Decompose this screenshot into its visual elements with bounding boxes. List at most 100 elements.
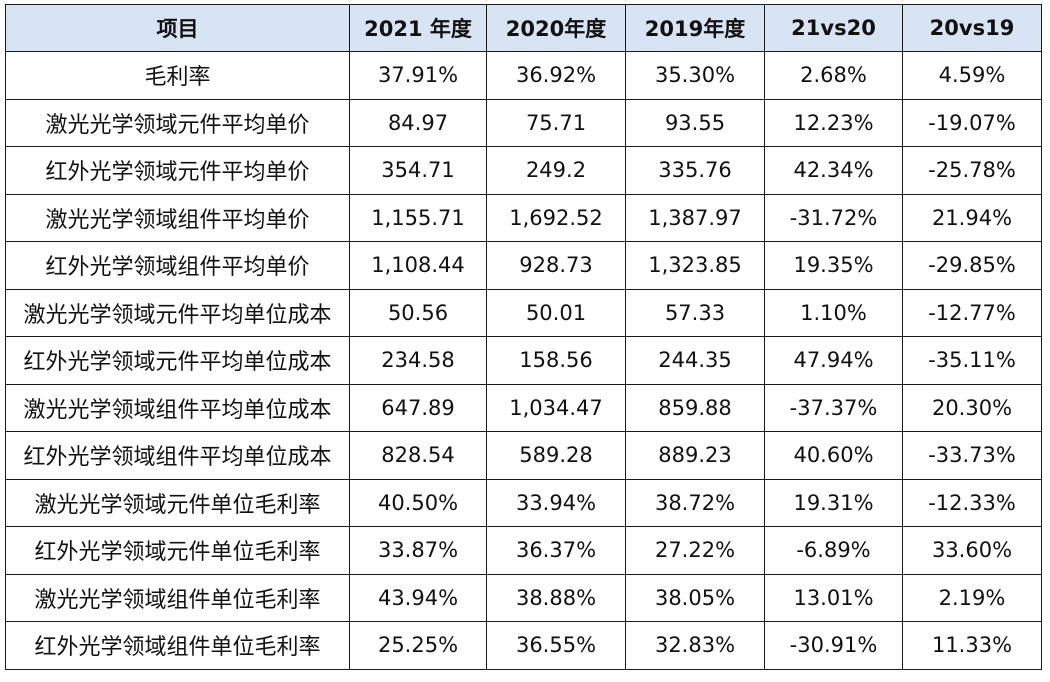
value-2021: 84.97 [349,98,487,147]
value-2021: 50.56 [349,288,487,337]
table-container: 项目 2021 年度 2020年度 2019年度 21vs20 20vs19 毛… [5,4,1042,670]
change-20vs19: -33.73% [902,431,1042,480]
value-2020: 928.73 [486,241,626,290]
value-2021: 828.54 [349,431,487,480]
row-label: 红外光学领域元件平均单价 [5,146,350,195]
value-2019: 35.30% [625,51,765,100]
value-2019: 889.23 [625,431,765,480]
value-2020: 36.37% [486,526,626,575]
value-2019: 57.33 [625,288,765,337]
value-2020: 36.92% [486,51,626,100]
table-row: 红外光学领域元件平均单位成本 234.58 158.56 244.35 47.94% -3… [5,336,1042,385]
value-2019: 335.76 [625,146,765,195]
change-21vs20: 19.31% [764,478,903,527]
value-2019: 27.22% [625,526,765,575]
value-2021: 43.94% [349,573,487,622]
table-row: 红外光学领域元件平均单价 354.71 249.2 335.76 42.34% -25.7… [5,146,1042,195]
change-20vs19: -35.11% [902,336,1042,385]
value-2019: 244.35 [625,336,765,385]
change-21vs20: 12.23% [764,98,903,147]
header-20vs19: 20vs19 [902,4,1042,52]
table-row: 红外光学领域组件平均单位成本 828.54 589.28 889.23 40.60% -3… [5,431,1042,480]
change-20vs19: 21.94% [902,193,1042,242]
change-21vs20: 40.60% [764,431,903,480]
value-2021: 37.91% [349,51,487,100]
change-21vs20: -30.91% [764,621,903,670]
table-row: 激光光学领域元件平均单位成本 50.56 50.01 57.33 1.10% -12.77… [5,288,1042,337]
table-row: 红外光学领域元件单位毛利率 33.87% 36.37% 27.22% -6.89% 33.… [5,526,1042,575]
change-21vs20: -6.89% [764,526,903,575]
row-label: 红外光学领域组件单位毛利率 [5,621,350,670]
change-20vs19: -19.07% [902,98,1042,147]
value-2020: 50.01 [486,288,626,337]
change-21vs20: 47.94% [764,336,903,385]
value-2021: 25.25% [349,621,487,670]
row-label: 激光光学领域组件单位毛利率 [5,573,350,622]
value-2020: 38.88% [486,573,626,622]
value-2021: 234.58 [349,336,487,385]
value-2019: 93.55 [625,98,765,147]
table-body: 毛利率 37.91% 36.92% 35.30% 2.68% 4.59% 激光光学领域元件平… [5,51,1042,670]
table-row: 毛利率 37.91% 36.92% 35.30% 2.68% 4.59% [5,51,1042,100]
change-21vs20: -31.72% [764,193,903,242]
value-2019: 32.83% [625,621,765,670]
value-2019: 38.05% [625,573,765,622]
change-21vs20: 19.35% [764,241,903,290]
row-label: 毛利率 [5,51,350,100]
row-label: 红外光学领域组件平均单位成本 [5,431,350,480]
value-2020: 1,692.52 [486,193,626,242]
row-label: 激光光学领域元件平均单位成本 [5,288,350,337]
change-20vs19: 11.33% [902,621,1042,670]
table-row: 激光光学领域元件平均单价 84.97 75.71 93.55 12.23% -19.07% [5,98,1042,147]
change-21vs20: 13.01% [764,573,903,622]
row-label: 激光光学领域组件平均单价 [5,193,350,242]
change-20vs19: -12.77% [902,288,1042,337]
value-2020: 75.71 [486,98,626,147]
change-20vs19: 4.59% [902,51,1042,100]
header-2020: 2020年度 [486,4,626,52]
value-2021: 354.71 [349,146,487,195]
header-2019: 2019年度 [625,4,765,52]
value-2020: 589.28 [486,431,626,480]
value-2020: 33.94% [486,478,626,527]
value-2021: 647.89 [349,383,487,432]
row-label: 红外光学领域元件单位毛利率 [5,526,350,575]
value-2019: 38.72% [625,478,765,527]
table-row: 激光光学领域元件单位毛利率 40.50% 33.94% 38.72% 19.31% -12… [5,478,1042,527]
header-row: 项目 2021 年度 2020年度 2019年度 21vs20 20vs19 [5,4,1042,52]
row-label: 激光光学领域元件单位毛利率 [5,478,350,527]
value-2021: 33.87% [349,526,487,575]
value-2020: 36.55% [486,621,626,670]
row-label: 红外光学领域组件平均单价 [5,241,350,290]
value-2020: 249.2 [486,146,626,195]
value-2019: 1,323.85 [625,241,765,290]
value-2021: 1,155.71 [349,193,487,242]
value-2019: 1,387.97 [625,193,765,242]
value-2020: 1,034.47 [486,383,626,432]
value-2020: 158.56 [486,336,626,385]
change-20vs19: 2.19% [902,573,1042,622]
change-21vs20: -37.37% [764,383,903,432]
change-20vs19: -25.78% [902,146,1042,195]
table-row: 红外光学领域组件单位毛利率 25.25% 36.55% 32.83% -30.91% 11… [5,621,1042,670]
change-20vs19: -29.85% [902,241,1042,290]
change-21vs20: 42.34% [764,146,903,195]
change-21vs20: 2.68% [764,51,903,100]
table-header: 项目 2021 年度 2020年度 2019年度 21vs20 20vs19 [5,4,1042,52]
table-row: 激光光学领域组件平均单位成本 647.89 1,034.47 859.88 -37.37… [5,383,1042,432]
row-label: 红外光学领域元件平均单位成本 [5,336,350,385]
header-item: 项目 [5,4,350,52]
change-20vs19: 20.30% [902,383,1042,432]
row-label: 激光光学领域元件平均单价 [5,98,350,147]
value-2021: 1,108.44 [349,241,487,290]
row-label: 激光光学领域组件平均单位成本 [5,383,350,432]
header-2021: 2021 年度 [349,4,487,52]
data-table: 项目 2021 年度 2020年度 2019年度 21vs20 20vs19 毛… [5,4,1042,670]
value-2021: 40.50% [349,478,487,527]
table-row: 红外光学领域组件平均单价 1,108.44 928.73 1,323.85 19.35%… [5,241,1042,290]
change-20vs19: -12.33% [902,478,1042,527]
change-20vs19: 33.60% [902,526,1042,575]
header-21vs20: 21vs20 [764,4,903,52]
change-21vs20: 1.10% [764,288,903,337]
table-row: 激光光学领域组件平均单价 1,155.71 1,692.52 1,387.97 -31.… [5,193,1042,242]
